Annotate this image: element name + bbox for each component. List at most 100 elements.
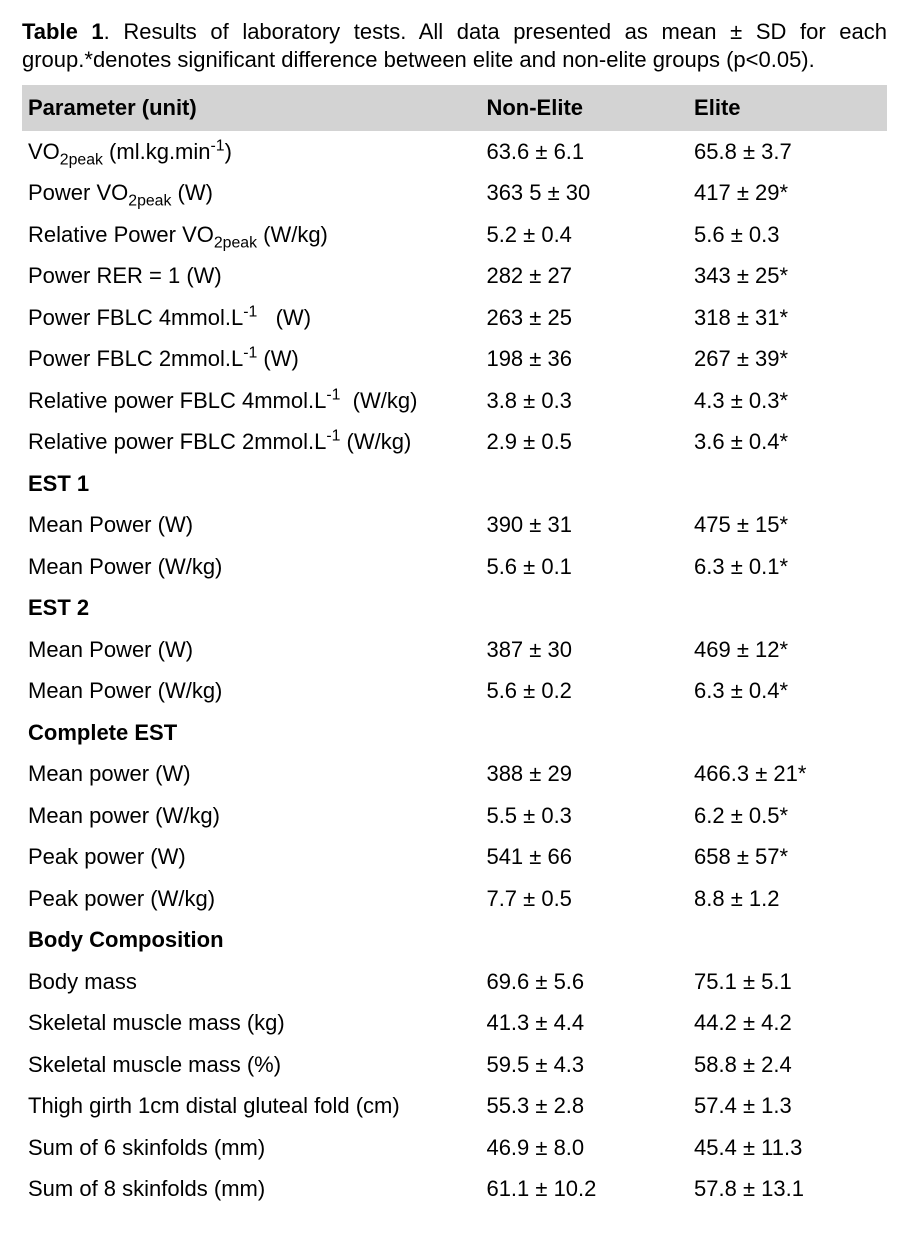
results-table: Parameter (unit) Non-Elite Elite VO2peak…: [22, 85, 887, 1210]
parameter-cell: Mean Power (W): [22, 504, 480, 546]
table-caption: Table 1. Results of laboratory tests. Al…: [22, 18, 887, 73]
section-heading: EST 1: [22, 463, 887, 505]
table-row: VO2peak (ml.kg.min-1)63.6 ± 6.165.8 ± 3.…: [22, 130, 887, 172]
elite-cell: 6.3 ± 0.1*: [688, 546, 887, 588]
non-elite-cell: 390 ± 31: [480, 504, 688, 546]
non-elite-cell: 198 ± 36: [480, 338, 688, 380]
table-caption-text: . Results of laboratory tests. All data …: [22, 19, 887, 72]
table-row: Mean power (W)388 ± 29466.3 ± 21*: [22, 753, 887, 795]
elite-cell: 65.8 ± 3.7: [688, 130, 887, 172]
elite-cell: 45.4 ± 11.3: [688, 1127, 887, 1169]
non-elite-cell: 387 ± 30: [480, 629, 688, 671]
table-row: Relative Power VO2peak (W/kg)5.2 ± 0.45.…: [22, 214, 887, 256]
parameter-cell: Mean Power (W): [22, 629, 480, 671]
parameter-cell: Power RER = 1 (W): [22, 255, 480, 297]
table-label: Table 1: [22, 19, 104, 44]
parameter-cell: Skeletal muscle mass (%): [22, 1044, 480, 1086]
elite-cell: 58.8 ± 2.4: [688, 1044, 887, 1086]
parameter-cell: Mean power (W/kg): [22, 795, 480, 837]
non-elite-cell: 41.3 ± 4.4: [480, 1002, 688, 1044]
elite-cell: 343 ± 25*: [688, 255, 887, 297]
elite-cell: 318 ± 31*: [688, 297, 887, 339]
table-row: Mean Power (W/kg)5.6 ± 0.16.3 ± 0.1*: [22, 546, 887, 588]
elite-cell: 267 ± 39*: [688, 338, 887, 380]
col-header-non-elite: Non-Elite: [480, 86, 688, 131]
non-elite-cell: 5.5 ± 0.3: [480, 795, 688, 837]
non-elite-cell: 46.9 ± 8.0: [480, 1127, 688, 1169]
elite-cell: 5.6 ± 0.3: [688, 214, 887, 256]
section-heading: EST 2: [22, 587, 887, 629]
table-row: Skeletal muscle mass (%)59.5 ± 4.358.8 ±…: [22, 1044, 887, 1086]
parameter-cell: Relative power FBLC 2mmol.L-1 (W/kg): [22, 421, 480, 463]
non-elite-cell: 3.8 ± 0.3: [480, 380, 688, 422]
non-elite-cell: 63.6 ± 6.1: [480, 130, 688, 172]
non-elite-cell: 59.5 ± 4.3: [480, 1044, 688, 1086]
section-heading: Complete EST: [22, 712, 887, 754]
non-elite-cell: 55.3 ± 2.8: [480, 1085, 688, 1127]
table-row: Peak power (W/kg)7.7 ± 0.58.8 ± 1.2: [22, 878, 887, 920]
parameter-cell: Sum of 6 skinfolds (mm): [22, 1127, 480, 1169]
table-row: EST 2: [22, 587, 887, 629]
elite-cell: 469 ± 12*: [688, 629, 887, 671]
non-elite-cell: 7.7 ± 0.5: [480, 878, 688, 920]
parameter-cell: Sum of 8 skinfolds (mm): [22, 1168, 480, 1210]
table-row: Sum of 8 skinfolds (mm)61.1 ± 10.257.8 ±…: [22, 1168, 887, 1210]
elite-cell: 4.3 ± 0.3*: [688, 380, 887, 422]
non-elite-cell: 5.2 ± 0.4: [480, 214, 688, 256]
parameter-cell: Relative Power VO2peak (W/kg): [22, 214, 480, 256]
col-header-elite: Elite: [688, 86, 887, 131]
parameter-cell: Skeletal muscle mass (kg): [22, 1002, 480, 1044]
elite-cell: 658 ± 57*: [688, 836, 887, 878]
col-header-parameter: Parameter (unit): [22, 86, 480, 131]
non-elite-cell: 61.1 ± 10.2: [480, 1168, 688, 1210]
parameter-cell: Relative power FBLC 4mmol.L-1 (W/kg): [22, 380, 480, 422]
table-row: Relative power FBLC 4mmol.L-1 (W/kg)3.8 …: [22, 380, 887, 422]
table-row: Peak power (W)541 ± 66658 ± 57*: [22, 836, 887, 878]
table-row: Mean Power (W/kg)5.6 ± 0.26.3 ± 0.4*: [22, 670, 887, 712]
parameter-cell: VO2peak (ml.kg.min-1): [22, 130, 480, 172]
table-row: Power VO2peak (W)363 5 ± 30417 ± 29*: [22, 172, 887, 214]
parameter-cell: Thigh girth 1cm distal gluteal fold (cm): [22, 1085, 480, 1127]
table-row: Relative power FBLC 2mmol.L-1 (W/kg)2.9 …: [22, 421, 887, 463]
non-elite-cell: 263 ± 25: [480, 297, 688, 339]
elite-cell: 44.2 ± 4.2: [688, 1002, 887, 1044]
parameter-cell: Mean power (W): [22, 753, 480, 795]
elite-cell: 475 ± 15*: [688, 504, 887, 546]
elite-cell: 3.6 ± 0.4*: [688, 421, 887, 463]
elite-cell: 6.2 ± 0.5*: [688, 795, 887, 837]
table-row: Mean Power (W)387 ± 30469 ± 12*: [22, 629, 887, 671]
parameter-cell: Power FBLC 2mmol.L-1 (W): [22, 338, 480, 380]
table-row: Body Composition: [22, 919, 887, 961]
non-elite-cell: 282 ± 27: [480, 255, 688, 297]
table-row: Skeletal muscle mass (kg)41.3 ± 4.444.2 …: [22, 1002, 887, 1044]
table-row: Power RER = 1 (W)282 ± 27343 ± 25*: [22, 255, 887, 297]
table-row: Power FBLC 2mmol.L-1 (W)198 ± 36267 ± 39…: [22, 338, 887, 380]
table-row: Mean Power (W)390 ± 31475 ± 15*: [22, 504, 887, 546]
non-elite-cell: 5.6 ± 0.2: [480, 670, 688, 712]
table-row: Complete EST: [22, 712, 887, 754]
section-heading: Body Composition: [22, 919, 887, 961]
parameter-cell: Peak power (W/kg): [22, 878, 480, 920]
non-elite-cell: 5.6 ± 0.1: [480, 546, 688, 588]
non-elite-cell: 541 ± 66: [480, 836, 688, 878]
table-row: Sum of 6 skinfolds (mm)46.9 ± 8.045.4 ± …: [22, 1127, 887, 1169]
elite-cell: 57.4 ± 1.3: [688, 1085, 887, 1127]
table-row: EST 1: [22, 463, 887, 505]
elite-cell: 466.3 ± 21*: [688, 753, 887, 795]
elite-cell: 8.8 ± 1.2: [688, 878, 887, 920]
table-row: Body mass69.6 ± 5.675.1 ± 5.1: [22, 961, 887, 1003]
table-row: Mean power (W/kg)5.5 ± 0.36.2 ± 0.5*: [22, 795, 887, 837]
elite-cell: 6.3 ± 0.4*: [688, 670, 887, 712]
elite-cell: 75.1 ± 5.1: [688, 961, 887, 1003]
parameter-cell: Mean Power (W/kg): [22, 670, 480, 712]
table-row: Power FBLC 4mmol.L-1 (W)263 ± 25318 ± 31…: [22, 297, 887, 339]
elite-cell: 57.8 ± 13.1: [688, 1168, 887, 1210]
parameter-cell: Peak power (W): [22, 836, 480, 878]
table-header-row: Parameter (unit) Non-Elite Elite: [22, 86, 887, 131]
non-elite-cell: 388 ± 29: [480, 753, 688, 795]
table-row: Thigh girth 1cm distal gluteal fold (cm)…: [22, 1085, 887, 1127]
non-elite-cell: 363 5 ± 30: [480, 172, 688, 214]
non-elite-cell: 2.9 ± 0.5: [480, 421, 688, 463]
parameter-cell: Body mass: [22, 961, 480, 1003]
parameter-cell: Mean Power (W/kg): [22, 546, 480, 588]
